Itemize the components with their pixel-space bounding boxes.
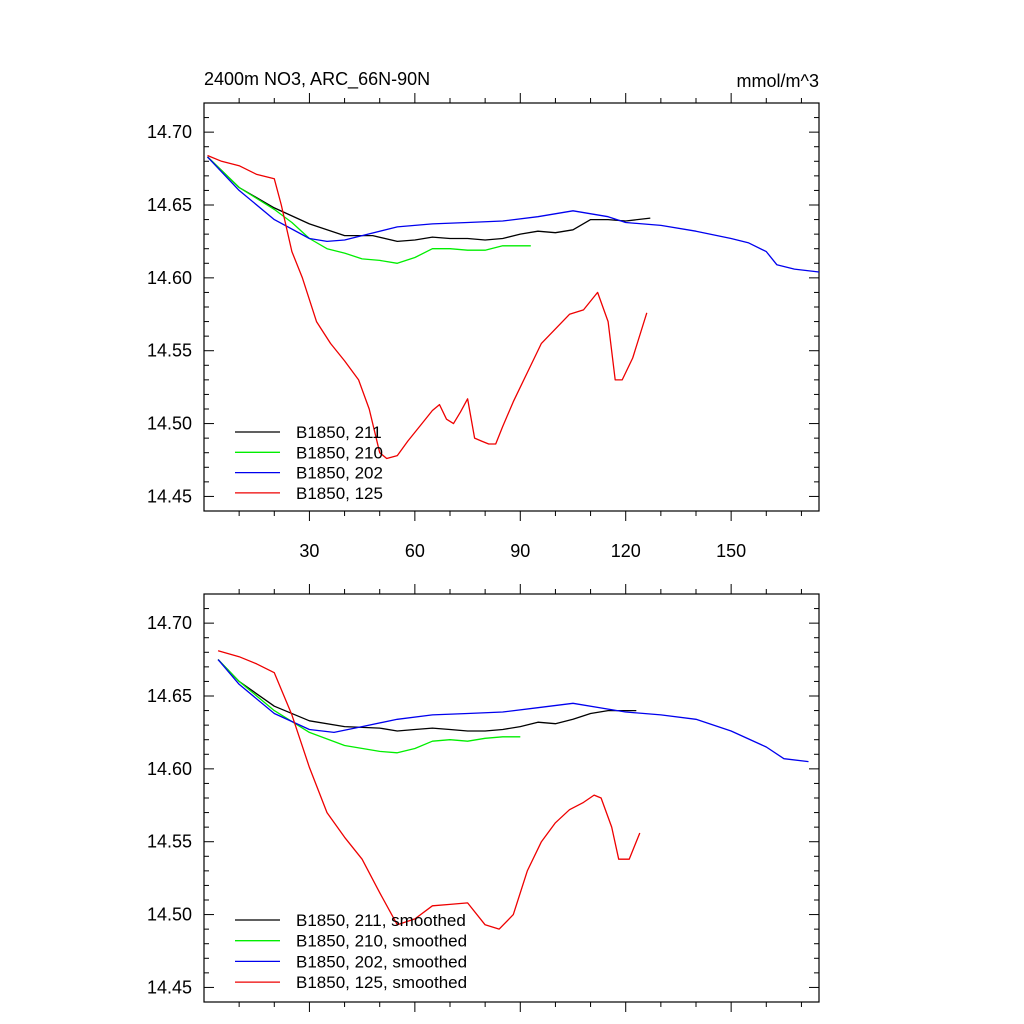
series-line-3 (217, 650, 641, 930)
legend-label: B1850, 202 (296, 464, 383, 483)
x-tick-label: 60 (405, 541, 425, 561)
y-tick-label: 14.60 (147, 268, 192, 288)
units-label: mmol/m^3 (737, 71, 819, 91)
y-tick-label: 14.50 (147, 414, 192, 434)
legend-label: B1850, 202, smoothed (296, 952, 467, 971)
y-tick-label: 14.65 (147, 686, 192, 706)
legend-label: B1850, 211 (296, 423, 382, 442)
y-tick-label: 14.45 (147, 486, 192, 506)
x-tick-label: 30 (299, 541, 319, 561)
series-line-1 (217, 659, 521, 754)
chart-title: 2400m NO3, ARC_66N-90N (204, 69, 430, 90)
y-tick-label: 14.55 (147, 341, 192, 361)
y-tick-label: 14.65 (147, 195, 192, 215)
y-tick-label: 14.70 (147, 122, 192, 142)
y-tick-label: 14.70 (147, 613, 192, 633)
legend-label: B1850, 125 (296, 484, 383, 503)
series-line-1 (207, 156, 531, 264)
series-line-2 (217, 659, 809, 763)
y-tick-label: 14.45 (147, 977, 192, 997)
top-panel: 30 60 90 120 150 14.45 14.50 14.55 14.60 14.65 14.… (147, 93, 820, 561)
y-tick-label: 14.50 (147, 905, 192, 925)
bottom-panel: 14.45 14.50 14.55 14.60 14.65 14.70 B1850, 211… (147, 584, 820, 1012)
series-line-0 (217, 659, 637, 732)
legend-label: B1850, 210 (296, 443, 383, 462)
series-line-2 (207, 156, 820, 273)
y-tick-label: 14.60 (147, 759, 192, 779)
x-tick-label: 120 (611, 541, 641, 561)
legend-label: B1850, 211, smoothed (296, 911, 466, 930)
series-line-0 (207, 156, 651, 243)
legend-label: B1850, 125, smoothed (296, 973, 467, 992)
series-line-3 (207, 154, 648, 460)
x-tick-label: 90 (510, 541, 530, 561)
legend-label: B1850, 210, smoothed (296, 932, 467, 951)
x-tick-label: 150 (716, 541, 746, 561)
y-tick-label: 14.55 (147, 832, 192, 852)
